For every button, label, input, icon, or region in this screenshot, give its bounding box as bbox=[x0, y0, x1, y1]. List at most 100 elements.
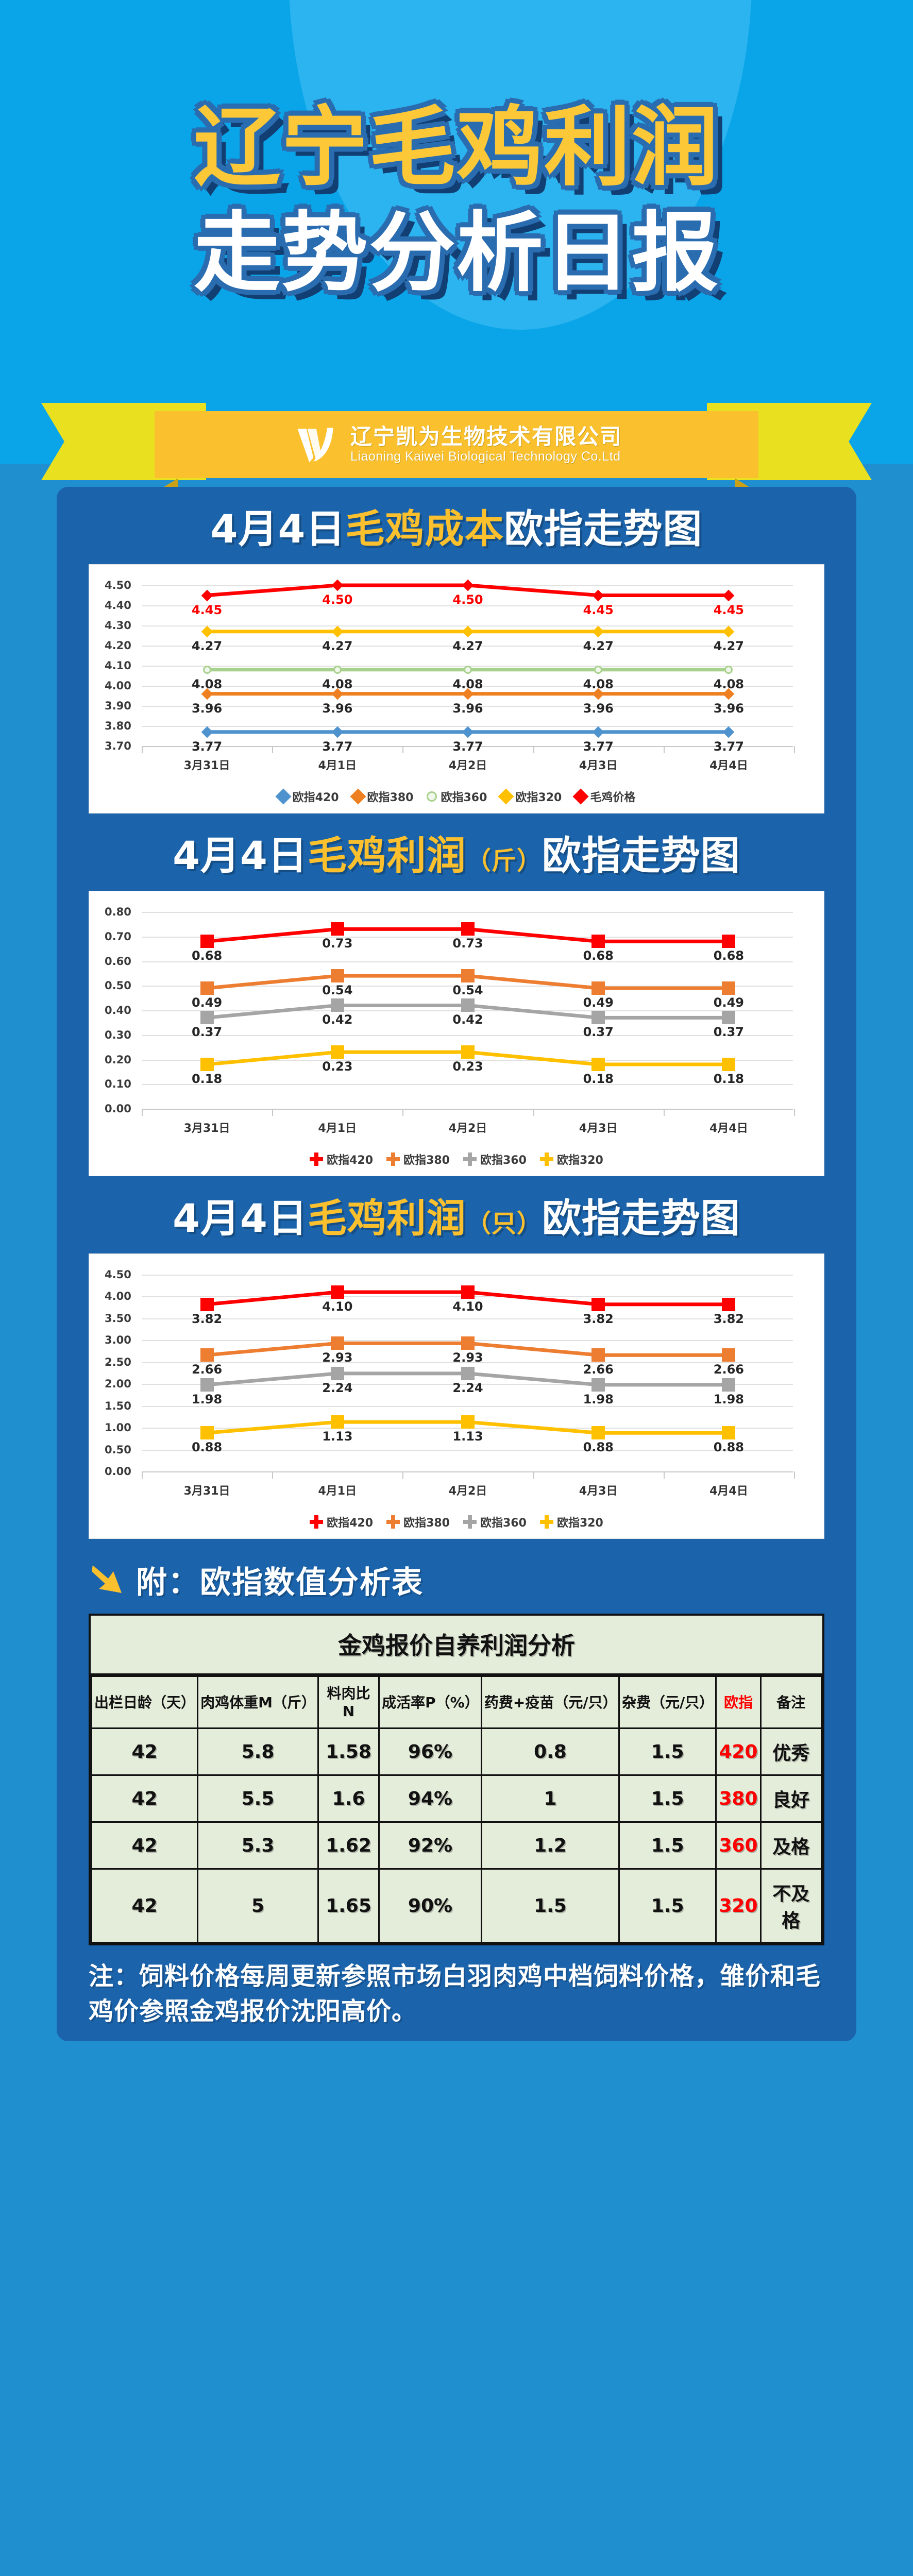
section1-highlight: 毛鸡成本 bbox=[345, 506, 504, 552]
table-note: 注：饲料价格每周更新参照市场白羽肉鸡中档饲料价格，雏价和毛鸡价参照金鸡报价沈阳高… bbox=[89, 1962, 821, 2026]
legend-item[interactable]: 欧指360 bbox=[463, 1151, 527, 1167]
x-axis-tick-label: 3月31日 bbox=[183, 759, 230, 772]
legend-item[interactable]: 欧指320 bbox=[498, 788, 562, 805]
data-point bbox=[591, 1348, 605, 1362]
y-axis-tick-label: 4.30 bbox=[105, 619, 131, 632]
company-ribbon: 辽宁凯为生物技术有限公司 Liaoning Kaiwei Biological … bbox=[0, 402, 913, 493]
gridline bbox=[142, 1449, 793, 1451]
x-axis-tick-label: 4月2日 bbox=[448, 1485, 487, 1498]
data-point bbox=[330, 1336, 344, 1350]
data-label: 2.24 bbox=[322, 1380, 353, 1395]
table-cell-r1-c3: 94% bbox=[378, 1774, 482, 1823]
x-axis-tick bbox=[663, 1471, 665, 1479]
data-label: 3.96 bbox=[322, 701, 353, 716]
x-axis-tick-label: 4月1日 bbox=[318, 1122, 357, 1135]
x-axis-tick bbox=[272, 1109, 274, 1116]
y-axis-tick-label: 3.50 bbox=[105, 1312, 131, 1325]
data-label: 0.68 bbox=[713, 948, 744, 963]
data-point bbox=[722, 1011, 736, 1025]
data-point bbox=[200, 1426, 214, 1440]
data-point bbox=[722, 1348, 736, 1362]
legend-item[interactable]: 欧指380 bbox=[386, 1151, 450, 1167]
analysis-table: 出栏日龄（天） 肉鸡体重M（斤） 料肉比N 成活率P（%） 药费+疫苗（元/只） 杂费（元… bbox=[90, 1675, 823, 1943]
data-point bbox=[722, 1058, 736, 1072]
legend-item[interactable]: 欧指320 bbox=[539, 1514, 603, 1530]
data-label: 0.88 bbox=[583, 1440, 614, 1455]
legend-item[interactable]: 欧指420 bbox=[310, 1514, 373, 1530]
legend-item[interactable]: 欧指360 bbox=[463, 1514, 527, 1530]
legend-item[interactable]: 欧指320 bbox=[539, 1151, 603, 1167]
appendix-title: 附：欧指数值分析表 bbox=[136, 1565, 424, 1601]
data-label: 1.13 bbox=[322, 1429, 353, 1444]
table-cell-r1-c0: 42 bbox=[90, 1774, 199, 1823]
chart-profit-jin-legend: 欧指420 欧指380 欧指360 欧指320 bbox=[105, 1151, 808, 1167]
chart-card-profit-jin: 0.00 0.10 0.20 0.30 0.40 0.50 0.60 0.70 0.80 3月31… bbox=[89, 891, 824, 1176]
data-label: 3.82 bbox=[191, 1311, 223, 1326]
legend-label: 毛鸡价格 bbox=[590, 791, 636, 804]
legend-label: 欧指360 bbox=[480, 1517, 527, 1530]
x-axis-tick bbox=[402, 746, 404, 753]
data-label: 4.10 bbox=[322, 1299, 353, 1314]
table-row: 42 5.8 1.58 96% 0.8 1.5 420 优秀 bbox=[90, 1727, 823, 1776]
gridline bbox=[142, 1362, 793, 1363]
y-axis-tick-label: 4.20 bbox=[105, 639, 131, 652]
table-cell-r0-c0: 42 bbox=[90, 1727, 199, 1776]
y-axis-tick-label: 4.50 bbox=[105, 1268, 131, 1281]
data-point bbox=[461, 922, 475, 936]
legend-item[interactable]: 欧指420 bbox=[275, 788, 339, 805]
table-cell-r1-c7: 良好 bbox=[759, 1774, 823, 1823]
x-axis-tick bbox=[794, 1471, 795, 1479]
y-axis-tick-label: 4.10 bbox=[105, 659, 131, 672]
legend-item[interactable]: 欧指380 bbox=[386, 1514, 450, 1530]
table-cell-r3-c2: 1.65 bbox=[317, 1868, 380, 1943]
legend-item[interactable]: 欧指360 bbox=[427, 788, 487, 805]
y-axis-tick-label: 4.00 bbox=[105, 680, 131, 692]
y-axis-tick-label: 4.50 bbox=[105, 579, 131, 591]
data-label: 1.13 bbox=[452, 1429, 483, 1444]
data-label: 1.98 bbox=[191, 1392, 223, 1406]
company-logo-icon bbox=[291, 420, 340, 469]
data-label: 4.10 bbox=[452, 1299, 483, 1314]
data-label: 0.42 bbox=[452, 1012, 483, 1027]
x-axis-tick-label: 4月2日 bbox=[448, 759, 487, 772]
x-axis-line bbox=[142, 1109, 793, 1110]
data-point bbox=[330, 1285, 344, 1299]
data-label: 0.73 bbox=[322, 936, 353, 951]
section3-date: 4月4日 bbox=[173, 1195, 308, 1241]
table-cell-r3-c4: 1.5 bbox=[480, 1868, 620, 1943]
data-point bbox=[200, 981, 214, 995]
section2-highlight: 毛鸡利润 bbox=[307, 833, 466, 878]
data-label: 2.66 bbox=[713, 1362, 744, 1377]
data-point bbox=[330, 1366, 344, 1380]
table-cell-r3-c3: 90% bbox=[378, 1868, 482, 1943]
section2-date: 4月4日 bbox=[173, 833, 308, 878]
data-label: 4.45 bbox=[191, 602, 223, 617]
data-point bbox=[200, 1011, 214, 1025]
table-col-2: 料肉比N bbox=[317, 1675, 380, 1729]
data-label: 0.54 bbox=[452, 983, 483, 998]
data-point bbox=[461, 1285, 475, 1299]
chart-card-profit-zhi: 0.00 0.50 1.00 1.50 2.00 2.50 3.00 3.50 4.00 4.50… bbox=[89, 1253, 824, 1539]
table-cell-r0-c2: 1.58 bbox=[317, 1727, 380, 1776]
table-cell-r1-c4: 1 bbox=[480, 1774, 620, 1823]
legend-item[interactable]: 毛鸡价格 bbox=[572, 788, 636, 805]
legend-item[interactable]: 欧指420 bbox=[310, 1151, 373, 1167]
data-point bbox=[200, 1348, 214, 1362]
gridline bbox=[142, 986, 793, 987]
data-label: 2.66 bbox=[583, 1362, 614, 1377]
legend-marker-icon bbox=[463, 1515, 477, 1529]
x-axis-tick bbox=[533, 746, 534, 753]
section2-tail: 欧指走势图 bbox=[542, 833, 740, 878]
table-col-3: 成活率P（%） bbox=[378, 1675, 482, 1729]
data-label: 4.45 bbox=[583, 602, 614, 617]
gridline bbox=[142, 605, 793, 606]
data-label: 4.45 bbox=[713, 602, 744, 617]
legend-marker-icon bbox=[386, 1153, 400, 1166]
table-cell-r1-c1: 5.5 bbox=[197, 1774, 319, 1823]
legend-label: 欧指420 bbox=[327, 1517, 374, 1530]
chart-profit-zhi-legend: 欧指420 欧指380 欧指360 欧指320 bbox=[105, 1514, 808, 1530]
section2-unit: （斤） bbox=[466, 846, 542, 875]
data-label: 0.49 bbox=[713, 995, 744, 1010]
legend-item[interactable]: 欧指380 bbox=[349, 788, 413, 805]
y-axis-tick-label: 0.50 bbox=[105, 1443, 131, 1456]
